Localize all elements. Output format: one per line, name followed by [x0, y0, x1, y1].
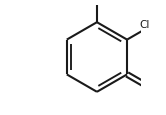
Text: Cl: Cl — [139, 19, 149, 29]
